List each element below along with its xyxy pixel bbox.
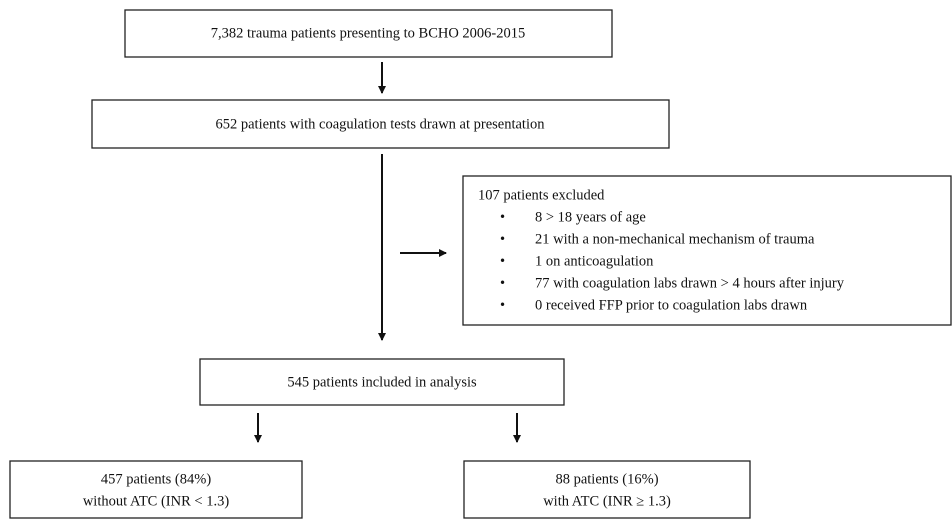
node-label: 545 patients included in analysis	[287, 374, 477, 390]
node-label: with ATC (INR ≥ 1.3)	[543, 493, 671, 509]
node-box	[91, 99, 670, 149]
bullet: •	[500, 253, 505, 269]
node-box	[199, 358, 565, 406]
list-item: 0 received FFP prior to coagulation labs…	[535, 297, 808, 313]
bullet: •	[500, 297, 505, 313]
node-label: 652 patients with coagulation tests draw…	[216, 116, 546, 132]
node-box	[9, 460, 303, 519]
node-box	[463, 460, 751, 519]
bullet: •	[500, 275, 505, 291]
node-box	[462, 175, 952, 326]
list-item: 77 with coagulation labs drawn > 4 hours…	[535, 275, 845, 291]
node-label: without ATC (INR < 1.3)	[83, 493, 230, 509]
bullet: •	[500, 231, 505, 247]
list-item: 8 > 18 years of age	[535, 209, 646, 225]
bullet: •	[500, 209, 505, 225]
node-label: 107 patients excluded	[478, 187, 605, 203]
node-box	[124, 9, 613, 58]
list-item: 21 with a non-mechanical mechanism of tr…	[535, 231, 815, 247]
node-label: 88 patients (16%)	[555, 471, 658, 487]
node-label: 7,382 trauma patients presenting to BCHO…	[211, 25, 526, 41]
exclusion-list: • 8 > 18 years of age • 21 with a non-me…	[500, 209, 845, 313]
list-item: 1 on anticoagulation	[535, 253, 654, 269]
node-label: 457 patients (84%)	[101, 471, 212, 487]
